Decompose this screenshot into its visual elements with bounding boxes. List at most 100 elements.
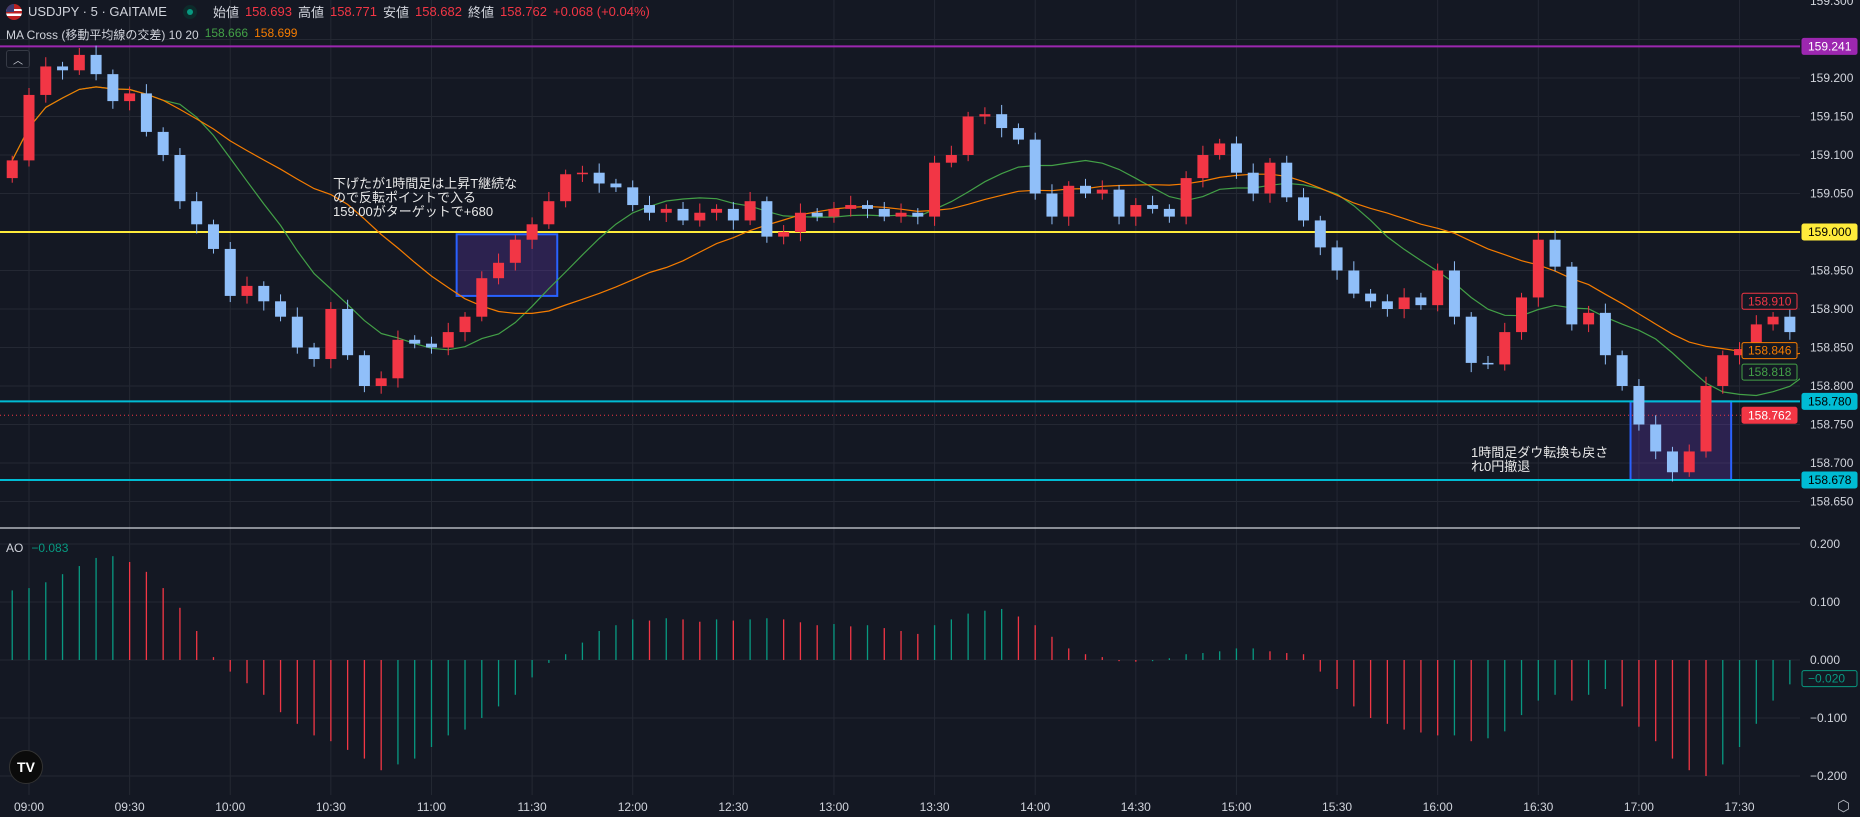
candle-bearish xyxy=(1348,270,1360,294)
time-tick-label: 15:00 xyxy=(1221,800,1251,814)
symbol-legend: USDJPY · 5 · GAITAME 始値 158.693 高値 158.771… xyxy=(6,2,650,21)
hline-price-tag: 158.780 xyxy=(1808,394,1852,408)
ao-tick-label: −0.100 xyxy=(1810,711,1847,725)
candle-bearish xyxy=(1247,172,1259,194)
candle-bullish xyxy=(325,309,337,360)
candle-bullish xyxy=(1750,324,1762,350)
price-tick-label: 158.900 xyxy=(1810,302,1854,316)
candle-bearish xyxy=(1029,139,1041,194)
ma-legend[interactable]: MA Cross (移動平均線の交差) 10 20 158.666 158.69… xyxy=(6,26,297,43)
candle-bearish xyxy=(1046,193,1058,217)
candle-bullish xyxy=(493,262,505,279)
price-tick-label: 159.200 xyxy=(1810,71,1854,85)
candle-bullish xyxy=(392,339,404,379)
candle-bearish xyxy=(1616,355,1628,386)
candle-bearish xyxy=(1415,297,1427,306)
ao-value-tag-bg xyxy=(1801,670,1858,688)
candle-bearish xyxy=(90,54,102,75)
candle-bearish xyxy=(811,212,823,217)
candle-bullish xyxy=(1683,451,1695,473)
ao-legend[interactable]: AO −0.083 xyxy=(6,541,68,555)
us-flag-icon xyxy=(6,3,22,20)
candle-bearish xyxy=(1314,220,1326,248)
time-tick-label: 11:00 xyxy=(417,800,446,814)
rectangle-drawing xyxy=(1629,400,1733,481)
candle-bearish xyxy=(258,285,270,302)
candle-bullish xyxy=(1130,205,1142,217)
hline-price-tag-bg xyxy=(1801,223,1858,241)
price-tick-label: 158.850 xyxy=(1810,341,1854,355)
time-tick-label: 16:30 xyxy=(1523,800,1553,814)
candle-bearish xyxy=(862,205,873,209)
candle-bullish xyxy=(1180,178,1192,217)
market-status-icon xyxy=(182,4,197,19)
candle-bullish xyxy=(1734,349,1746,356)
price-tag: 158.818 xyxy=(1748,365,1792,379)
candle-bearish xyxy=(1599,312,1611,356)
candle-bullish xyxy=(929,162,941,217)
candle-bearish xyxy=(358,355,370,386)
settings-icon[interactable]: ⬡ xyxy=(1836,798,1850,815)
candle-bullish xyxy=(962,116,974,155)
candle-bullish xyxy=(1398,297,1410,309)
candle-bullish xyxy=(1096,189,1108,194)
candle-bearish xyxy=(1650,424,1662,452)
exit-note[interactable]: 1時間足ダウ転換も戻さ れ0円撤退 xyxy=(1471,445,1609,474)
candle-bullish xyxy=(73,54,85,71)
candle-bearish xyxy=(727,208,739,221)
price-tag-bg xyxy=(1741,292,1798,310)
candle-bullish xyxy=(979,114,991,117)
price-tag-bg xyxy=(1741,342,1798,360)
tradingview-logo[interactable]: TV xyxy=(9,750,43,784)
price-tick-label: 159.150 xyxy=(1810,110,1854,124)
ma-slow-line xyxy=(11,86,1807,356)
candle-bearish xyxy=(57,66,69,71)
candle-bullish xyxy=(476,278,488,317)
ao-tick-label: −0.200 xyxy=(1810,769,1847,783)
hline-price-tag-bg xyxy=(1801,392,1858,410)
candle-bullish xyxy=(1717,355,1729,386)
hline-price-tag-bg xyxy=(1801,37,1858,55)
candle-bullish xyxy=(6,160,18,179)
candle-bearish xyxy=(409,339,421,344)
time-tick-label: 11:30 xyxy=(518,800,547,814)
candle-bearish xyxy=(1230,143,1242,173)
candle-bullish xyxy=(1214,143,1226,155)
ao-tick-label: 0.000 xyxy=(1810,653,1840,667)
symbol-title[interactable]: USDJPY · 5 · GAITAME xyxy=(28,4,167,19)
candle-bearish xyxy=(174,155,186,202)
candle-bullish xyxy=(40,66,52,95)
candle-bearish xyxy=(425,343,437,348)
time-tick-label: 16:00 xyxy=(1423,800,1453,814)
price-tag: 158.846 xyxy=(1748,344,1792,358)
time-tick-label: 13:00 xyxy=(819,800,849,814)
candle-bearish xyxy=(291,316,303,348)
hline-price-tag: 158.678 xyxy=(1808,473,1852,487)
candle-bearish xyxy=(593,172,605,184)
ma-name: MA Cross (移動平均線の交差) 10 20 xyxy=(6,28,199,42)
candle-bullish xyxy=(509,239,521,263)
candle-bullish xyxy=(660,208,672,213)
collapse-legend-button[interactable]: ︿ xyxy=(6,50,30,68)
candle-bearish xyxy=(1482,362,1494,365)
candle-bearish xyxy=(1298,197,1310,221)
candle-bullish xyxy=(124,93,136,102)
entry-note[interactable]: 下げたが1時間足は上昇T継続な ので反転ポイントで入る 159.00がターゲット… xyxy=(333,176,518,219)
price-tick-label: 159.100 xyxy=(1810,148,1854,162)
candle-bearish xyxy=(1080,185,1092,194)
candle-bearish xyxy=(677,208,689,221)
candle-bearish xyxy=(1012,128,1024,140)
candle-bullish xyxy=(1499,332,1511,365)
candle-bearish xyxy=(224,248,236,296)
close-label: 終値 xyxy=(467,5,494,20)
candle-bearish xyxy=(1281,162,1293,198)
rectangle-drawing xyxy=(455,233,559,297)
candle-bearish xyxy=(627,187,639,206)
candle-bearish xyxy=(1163,208,1175,217)
candle-bullish xyxy=(576,172,588,175)
candle-bullish xyxy=(1264,162,1276,194)
hline-price-tag: 159.241 xyxy=(1808,39,1852,53)
candle-bearish xyxy=(1633,386,1645,425)
candle-bearish xyxy=(207,224,219,249)
